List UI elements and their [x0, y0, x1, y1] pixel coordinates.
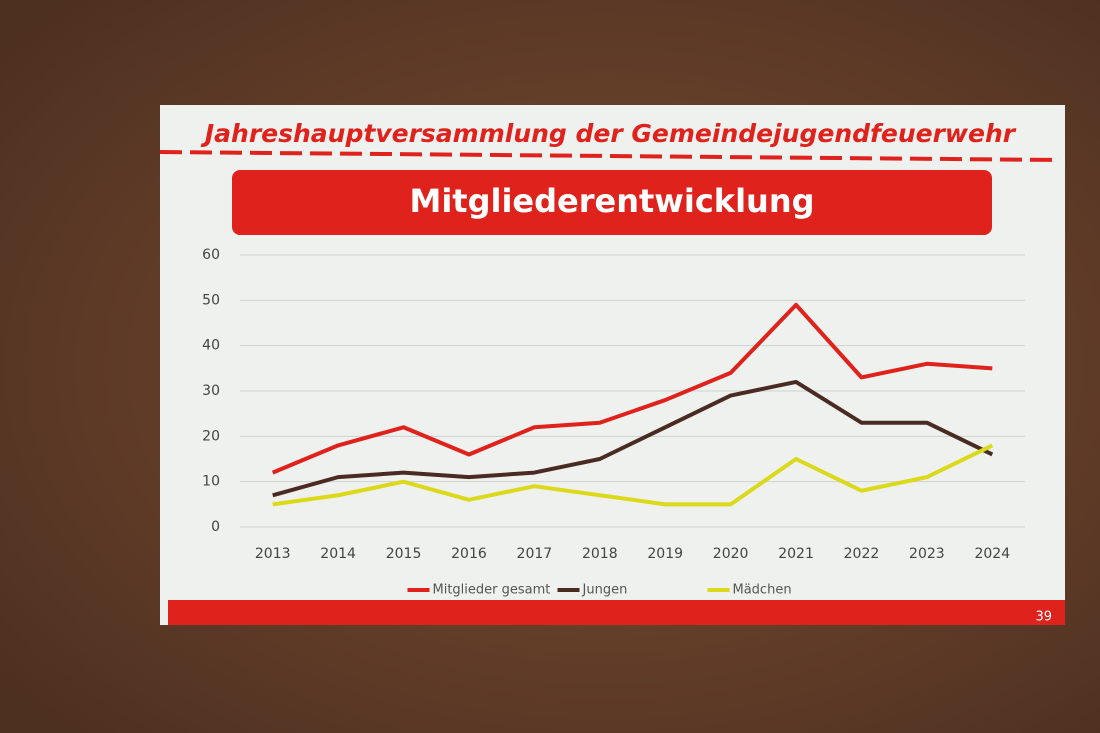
y-tick-label: 60 [202, 247, 220, 263]
x-tick-label: 2019 [647, 546, 683, 562]
legend-label: Jungen [582, 583, 628, 598]
x-tick-label: 2022 [844, 546, 880, 562]
x-tick-label: 2014 [320, 546, 356, 562]
y-tick-label: 0 [211, 519, 220, 535]
x-tick-label: 2018 [582, 546, 618, 562]
y-tick-label: 50 [202, 292, 220, 308]
title-banner [232, 170, 992, 235]
footer-bar [168, 600, 1065, 625]
legend-label: Mädchen [733, 583, 792, 598]
x-tick-label: 2020 [713, 546, 749, 562]
header-divider [159, 150, 1061, 162]
x-tick-label: 2017 [517, 546, 553, 562]
y-tick-label: 40 [202, 338, 220, 354]
slide-number: 39 [1035, 610, 1052, 625]
series-line [271, 302, 993, 475]
series-line [272, 379, 994, 498]
plot: 0 10 20 30 40 50 60 2013 2014 2015 2016 2017 2018 201… [202, 247, 1025, 598]
series-line [272, 443, 994, 507]
chart-title: Mitgliederentwicklung [409, 182, 814, 220]
x-tick-label: 2015 [386, 546, 422, 562]
x-tick-label: 2023 [909, 546, 945, 562]
y-tick-label: 20 [202, 428, 220, 444]
x-tick-label: 2013 [255, 546, 291, 562]
x-tick-label: 2024 [974, 546, 1010, 562]
x-tick-label: 2016 [451, 546, 487, 562]
legend-label: Mitglieder gesamt [433, 583, 551, 598]
y-tick-label: 10 [202, 474, 220, 490]
y-tick-label: 30 [202, 383, 220, 399]
x-tick-label: 2021 [778, 546, 814, 562]
slide-header: Jahreshauptversammlung der Gemeindejugen… [200, 119, 1017, 148]
